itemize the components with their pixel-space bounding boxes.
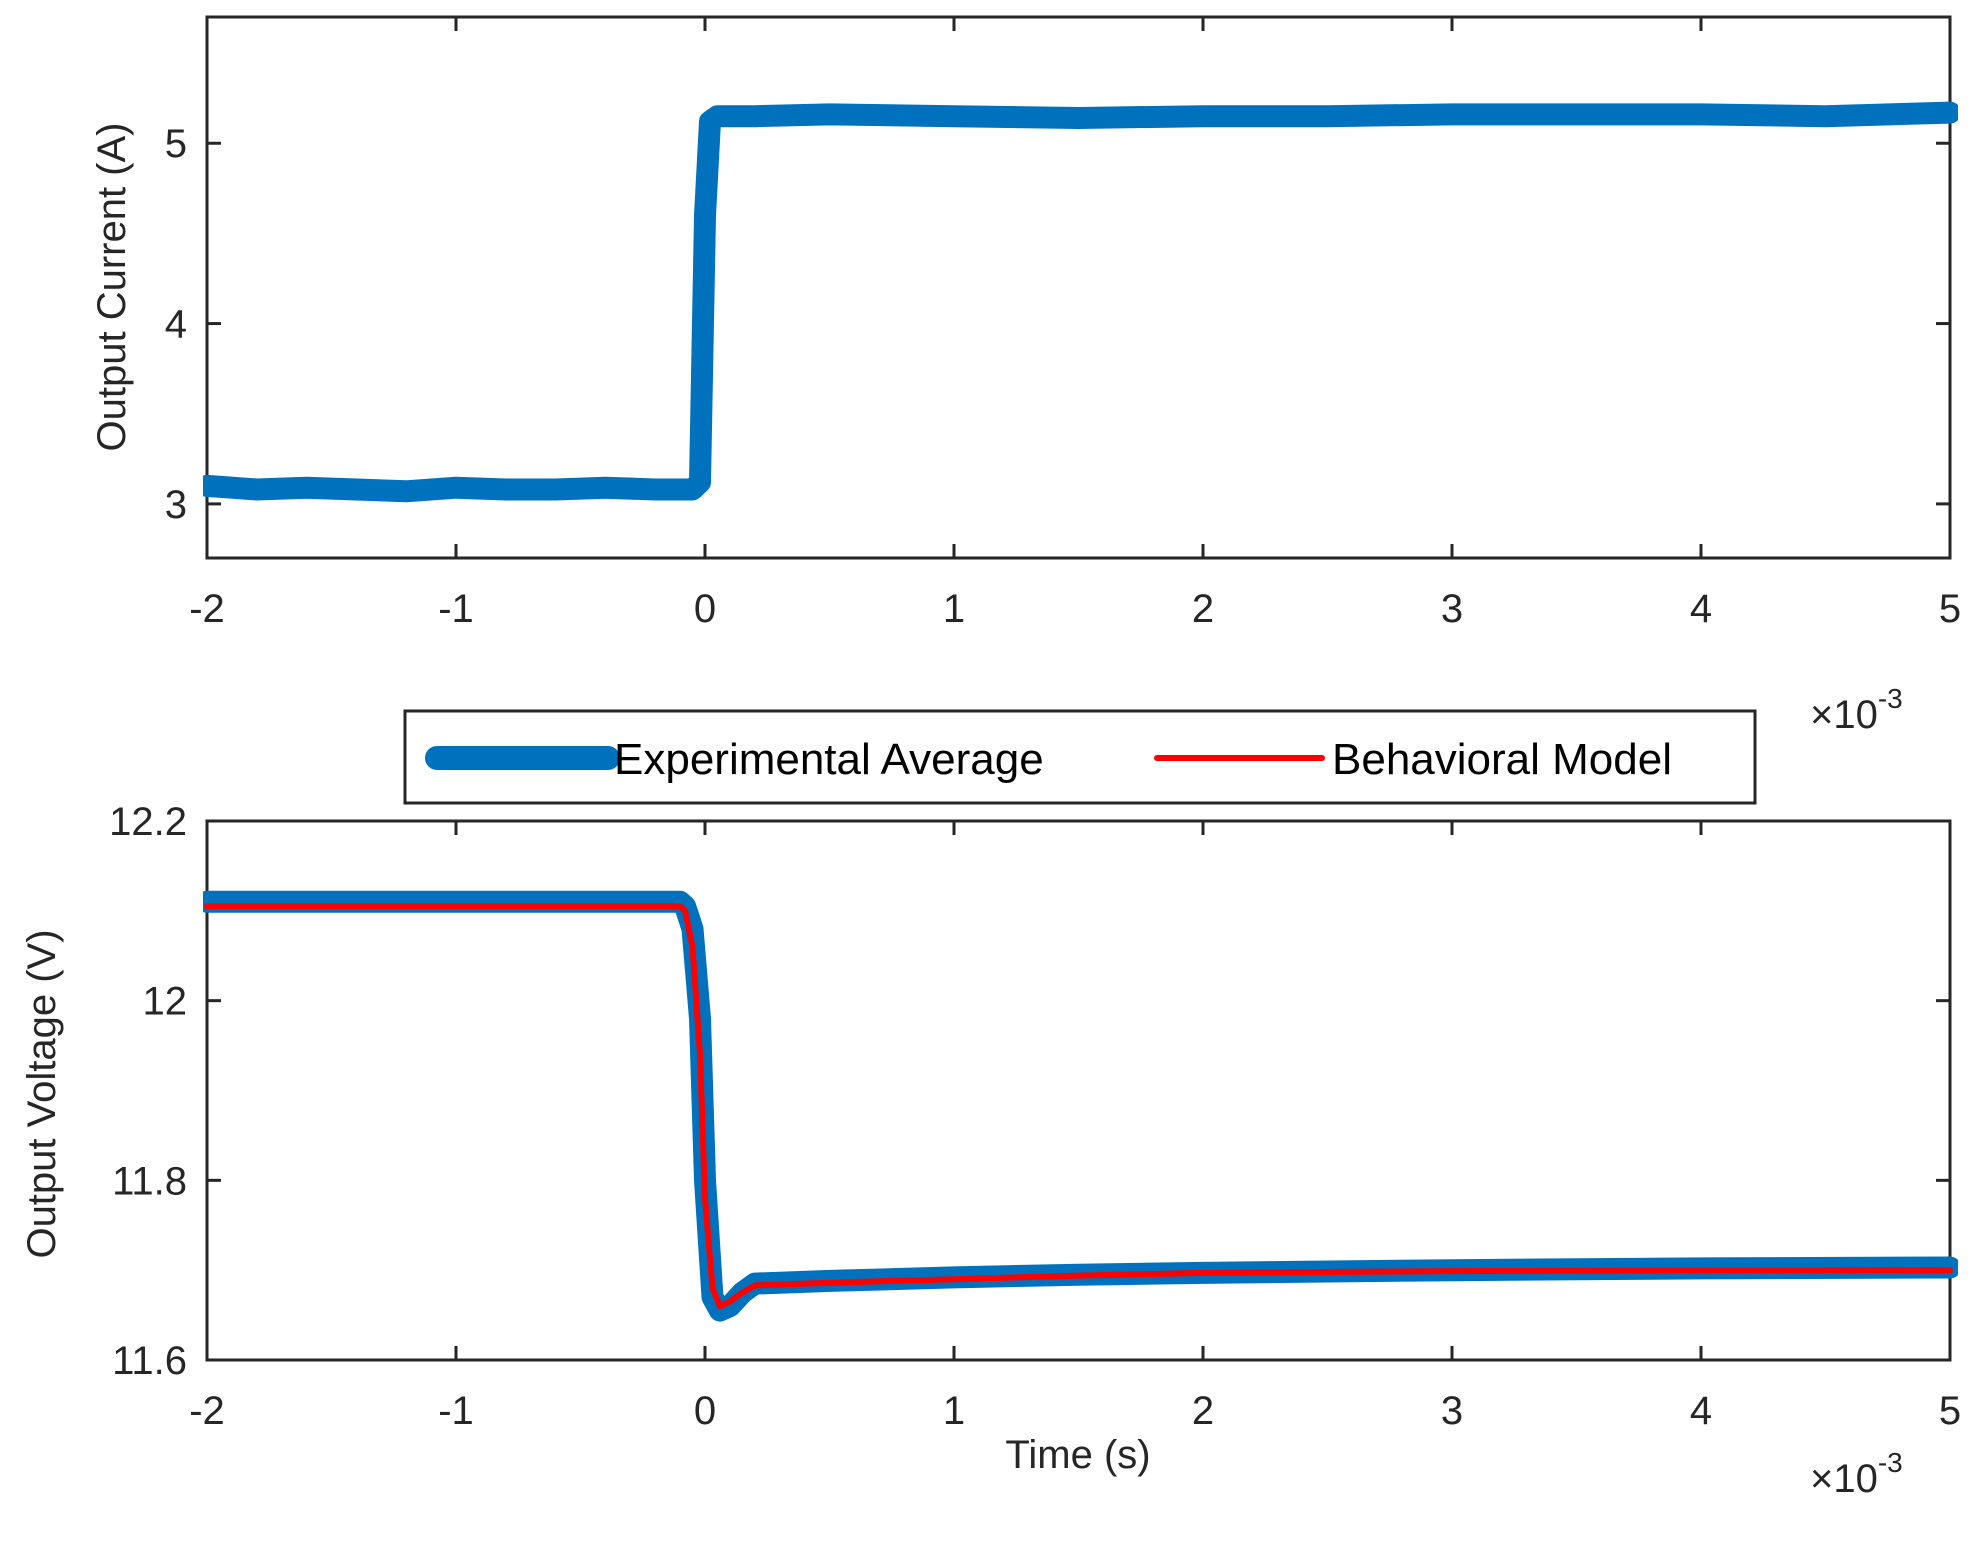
current-y-tick-label: 3	[165, 483, 187, 527]
current-y-tick-label: 4	[165, 303, 187, 347]
current-y-tick-label: 5	[165, 122, 187, 166]
voltage-x-tick-label: -2	[189, 1389, 225, 1433]
voltage-y-tick-label: 11.8	[112, 1159, 187, 1203]
current-y-axis-title: Output Current (A)	[90, 122, 134, 451]
current-plot-frame	[205, 15, 1952, 560]
legend-label-model: Behavioral Model	[1332, 735, 1672, 784]
legend-label-experimental: Experimental Average	[614, 735, 1044, 784]
voltage-x-axis-title: Time (s)	[1005, 1433, 1150, 1477]
current-x-tick-label: 1	[943, 587, 965, 631]
voltage-y-tick-label: 12.2	[109, 800, 187, 844]
voltage-x-tick-label: 0	[694, 1389, 716, 1433]
voltage-y-tick-label: 11.6	[112, 1339, 187, 1383]
current-x-tick-label: 2	[1192, 587, 1214, 631]
voltage-series-model	[204, 903, 1953, 1310]
current-x-tick-label: 0	[694, 587, 716, 631]
current-ticks: -2 -1 0 1 2 3 4 5 3 4 5	[165, 17, 1961, 631]
voltage-x-exponent-base: ×10	[1810, 1457, 1878, 1501]
voltage-y-axis-title: Output Voltage (V)	[20, 929, 64, 1258]
current-x-exponent-base: ×10	[1810, 693, 1878, 737]
current-x-tick-label: 5	[1939, 587, 1961, 631]
current-panel: -2 -1 0 1 2 3 4 5 3 4 5 Output Current (A) ×10-3	[90, 15, 1961, 737]
voltage-x-tick-label: 2	[1192, 1389, 1214, 1433]
voltage-x-exponent: ×10-3	[1810, 1447, 1903, 1501]
legend: Experimental Average Behavioral Model	[403, 709, 1757, 805]
voltage-x-tick-label: -1	[438, 1389, 474, 1433]
current-x-exponent-power: -3	[1878, 683, 1903, 714]
voltage-x-tick-label: 4	[1690, 1389, 1712, 1433]
current-x-tick-label: -2	[189, 587, 225, 631]
current-x-exponent: ×10-3	[1810, 683, 1903, 737]
current-x-tick-label: -1	[438, 587, 474, 631]
voltage-x-tick-label: 1	[943, 1389, 965, 1433]
current-series-experimental	[203, 101, 1958, 503]
current-series	[203, 101, 1958, 503]
legend-box	[403, 709, 1757, 805]
voltage-x-exponent-power: -3	[1878, 1447, 1903, 1478]
current-x-tick-label: 4	[1690, 587, 1712, 631]
voltage-series	[203, 890, 1958, 1322]
voltage-x-tick-label: 5	[1939, 1389, 1961, 1433]
voltage-y-tick-label: 12	[143, 980, 188, 1024]
voltage-x-tick-label: 3	[1441, 1389, 1463, 1433]
current-x-tick-label: 3	[1441, 587, 1463, 631]
